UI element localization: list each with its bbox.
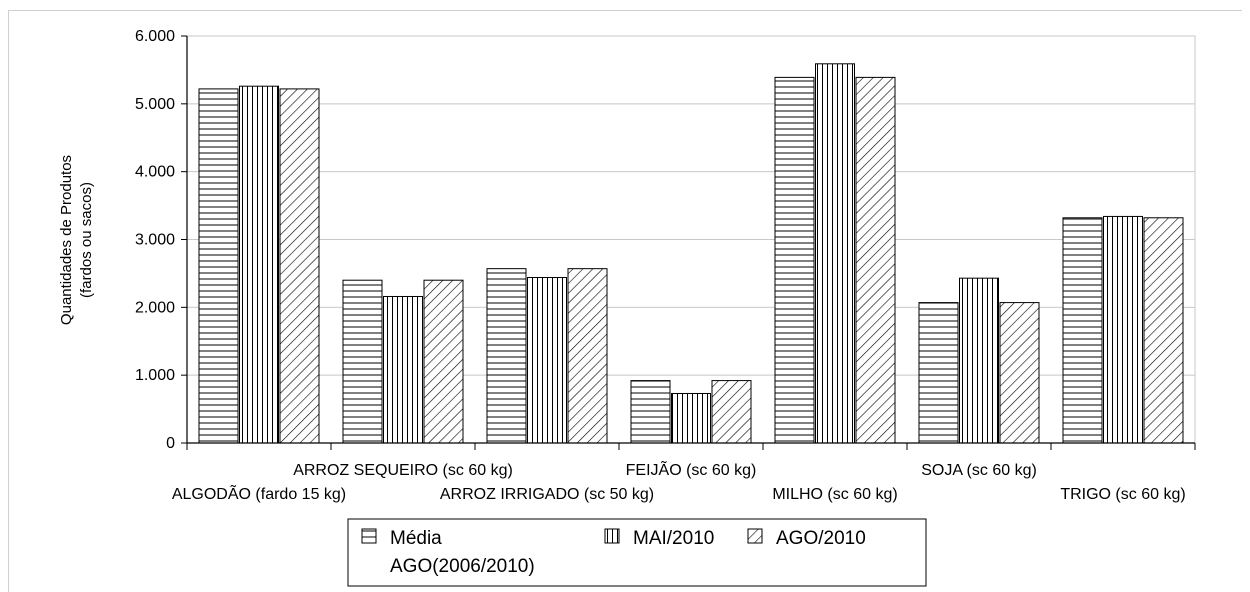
bar-media [630,380,671,444]
bar-media [342,279,383,444]
bar-ago2010 [423,279,464,444]
x-tick-label: MILHO (sc 60 kg) [772,486,897,503]
bar-ago2010 [1143,217,1184,444]
chart-frame [8,10,1242,592]
bar-mai2010 [959,277,999,444]
x-tick-label: ARROZ IRRIGADO (sc 50 kg) [440,486,654,503]
legend-label-ago2010: AGO/2010 [776,528,866,549]
x-tick-label: TRIGO (sc 60 kg) [1060,486,1185,503]
y-tick-labels: 0 1.000 2.000 3.000 4.000 5.000 6.000 [135,28,175,452]
legend-swatch-media [361,528,377,544]
x-tick-label: SOJA (sc 60 kg) [921,462,1037,479]
y-tick-label: 1.000 [135,367,175,384]
bars [198,63,1184,444]
bar-media [918,302,959,444]
bar-mai2010 [239,85,279,444]
legend-swatch-mai2010 [604,528,620,544]
bar-mai2010 [383,295,423,444]
gridlines [186,35,1196,444]
bar-ago2010 [567,268,608,444]
x-tick-label: ALGODÃO (fardo 15 kg) [172,483,346,503]
bar-ago2010 [855,76,896,444]
axes [181,35,1196,450]
bar-ago2010 [999,302,1040,444]
y-axis-label-line2: (fardos ou sacos) [78,182,95,298]
bar-mai2010 [1103,215,1143,444]
bar-media [198,88,239,444]
bar-ago2010 [711,380,752,444]
bar-ago2010 [279,88,320,444]
y-tick-label: 4.000 [135,164,175,181]
bar-media [486,268,527,444]
legend: Média AGO(2006/2010) MAI/2010 AGO/2010 [347,518,927,587]
legend-box [347,518,927,587]
bar-mai2010 [671,392,711,444]
y-tick-label: 5.000 [135,96,175,113]
legend-swatch-ago2010 [747,528,763,544]
y-tick-label: 6.000 [135,28,175,45]
y-tick-label: 0 [166,435,175,452]
bar-media [774,76,815,444]
bar-mai2010 [815,63,855,444]
x-tick-labels: ALGODÃO (fardo 15 kg) ARROZ SEQUEIRO (sc … [172,459,1186,503]
legend-label-media-line1: Média [390,528,442,549]
x-tick-label: ARROZ SEQUEIRO (sc 60 kg) [293,462,513,479]
legend-label-media-line2: AGO(2006/2010) [390,556,535,577]
bar-mai2010 [527,276,567,444]
legend-label-mai2010: MAI/2010 [633,528,714,549]
y-axis-label-line1: Quantidades de Produtos [58,155,75,325]
y-tick-label: 2.000 [135,299,175,316]
y-tick-label: 3.000 [135,232,175,249]
x-tick-label: FEIJÃO (sc 60 kg) [626,459,757,479]
bar-media [1062,217,1103,444]
